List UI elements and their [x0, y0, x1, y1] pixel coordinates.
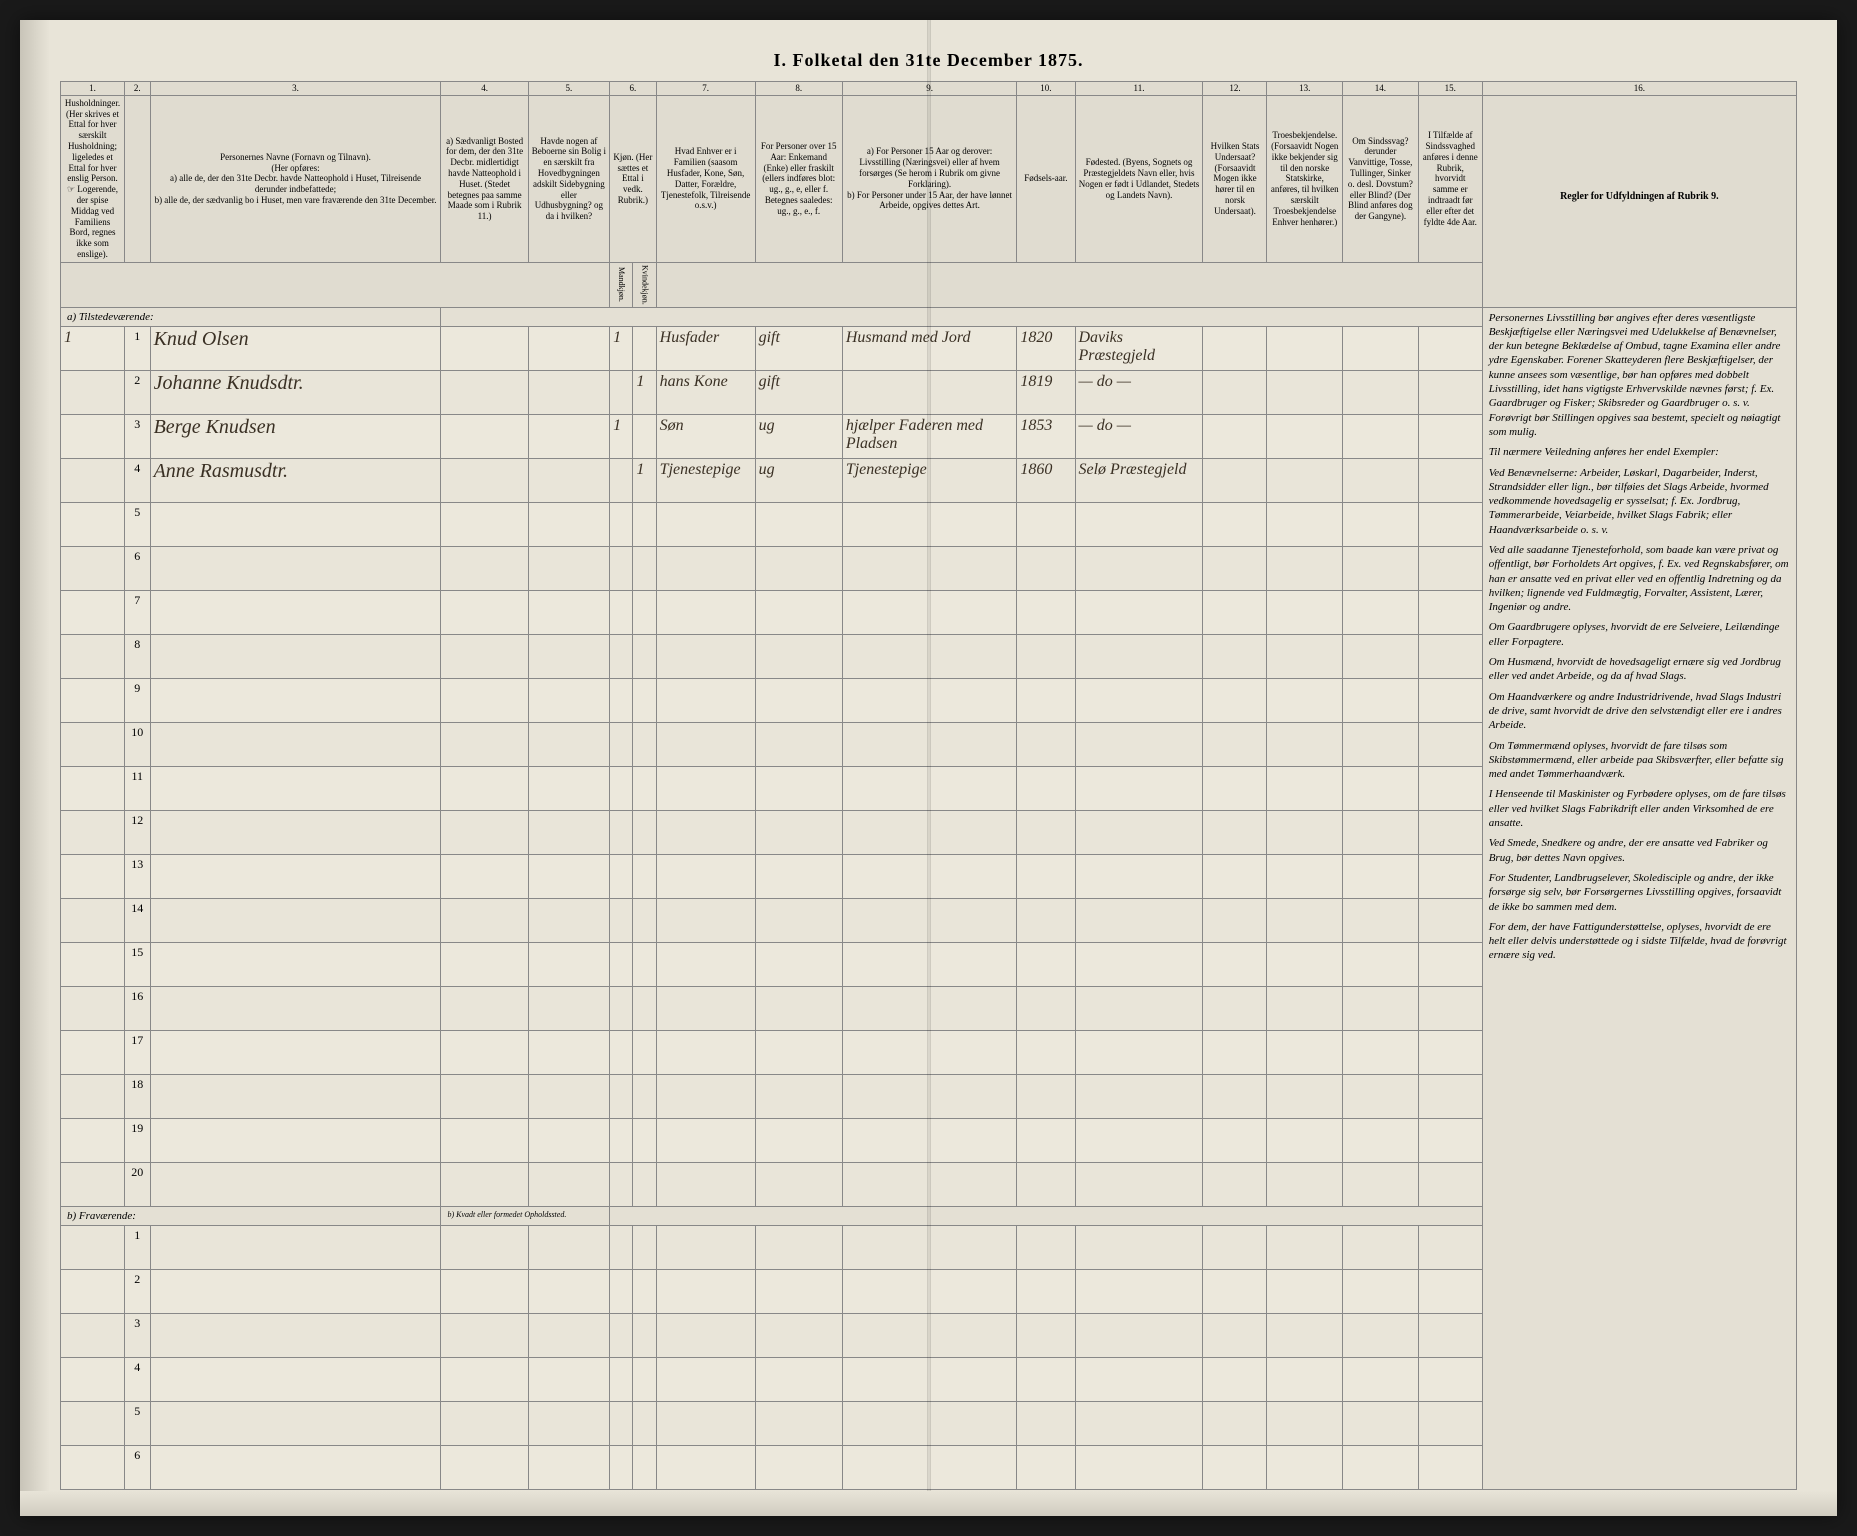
colnum-14: 14.: [1343, 82, 1419, 96]
header-6a: Mandkjøn.: [610, 262, 633, 307]
colnum-4: 4.: [441, 82, 528, 96]
header-14: Om Sindssvag? derunder Vanvittige, Tosse…: [1343, 95, 1419, 262]
header-11: Fødested. (Byens, Sognets og Præstegjeld…: [1075, 95, 1203, 262]
header-6b: Kvindekjøn.: [633, 262, 656, 307]
colnum-13: 13.: [1267, 82, 1343, 96]
rules-notes-cell: Personernes Livsstilling bør angives eft…: [1482, 307, 1796, 1489]
colnum-8: 8.: [755, 82, 842, 96]
header-2: [124, 95, 150, 262]
header-8: For Personer over 15 Aar: Enkemand (Enke…: [755, 95, 842, 262]
header-5: Havde nogen af Beboerne sin Bolig i en s…: [528, 95, 609, 262]
section-present-label: a) Tilstedeværende:: [61, 307, 441, 326]
colnum-11: 11.: [1075, 82, 1203, 96]
binding-edge: [20, 20, 50, 1516]
header-15: I Tilfælde af Sindssvaghed anføres i den…: [1418, 95, 1482, 262]
rules-paragraph: For dem, der have Fattigunderstøttelse, …: [1489, 920, 1790, 963]
rules-paragraph: Til nærmere Veiledning anføres her endel…: [1489, 445, 1790, 459]
notes-heading: Regler for Udfyldningen af Rubrik 9.: [1486, 191, 1793, 203]
header-4: a) Sædvanligt Bosted for dem, der den 31…: [441, 95, 528, 262]
colnum-7: 7.: [656, 82, 755, 96]
rules-paragraph: I Henseende til Maskinister og Fyrbødere…: [1489, 787, 1790, 830]
colnum-3: 3.: [150, 82, 441, 96]
rules-paragraph: Om Haandværkere og andre Industridrivend…: [1489, 690, 1790, 733]
rules-paragraph: Om Husmænd, hvorvidt de hovedsageligt er…: [1489, 655, 1790, 684]
colnum-5: 5.: [528, 82, 609, 96]
colnum-15: 15.: [1418, 82, 1482, 96]
header-6: Kjøn. (Her sættes et Ettal i vedk. Rubri…: [610, 95, 657, 262]
header-1: Husholdninger. (Her skrives et Ettal for…: [61, 95, 125, 262]
header-13: Troesbekjendelse. (Forsaavidt Nogen ikke…: [1267, 95, 1343, 262]
rules-paragraph: Ved Smede, Snedkere og andre, der ere an…: [1489, 836, 1790, 865]
header-10: Fødsels-aar.: [1017, 95, 1075, 262]
header-12: Hvilken Stats Undersaat? (Forsaavidt Mog…: [1203, 95, 1267, 262]
rules-paragraph: Om Gaardbrugere oplyses, hvorvidt de ere…: [1489, 620, 1790, 649]
rules-paragraph: For Studenter, Landbrugselever, Skoledis…: [1489, 871, 1790, 914]
colnum-6: 6.: [610, 82, 657, 96]
rules-paragraph: Ved Benævnelserne: Arbeider, Løskarl, Da…: [1489, 466, 1790, 537]
colnum-12: 12.: [1203, 82, 1267, 96]
header-16-notes: Regler for Udfyldningen af Rubrik 9.: [1482, 95, 1796, 307]
page-gutter: [927, 20, 931, 1516]
rules-paragraph: Personernes Livsstilling bør angives eft…: [1489, 311, 1790, 440]
colnum-2: 2.: [124, 82, 150, 96]
colnum-10: 10.: [1017, 82, 1075, 96]
rules-paragraph: Ved alle saadanne Tjenesteforhold, som b…: [1489, 543, 1790, 614]
page-bottom-edge: [20, 1491, 1837, 1516]
colnum-1: 1.: [61, 82, 125, 96]
colnum-16: 16.: [1482, 82, 1796, 96]
rules-paragraph: Om Tømmermænd oplyses, hvorvidt de fare …: [1489, 739, 1790, 782]
header-3: Personernes Navne (Fornavn og Tilnavn). …: [150, 95, 441, 262]
census-page: I. Folketal den 31te December 1875. 1. 2…: [20, 20, 1837, 1516]
header-7: Hvad Enhver er i Familien (saasom Husfad…: [656, 95, 755, 262]
